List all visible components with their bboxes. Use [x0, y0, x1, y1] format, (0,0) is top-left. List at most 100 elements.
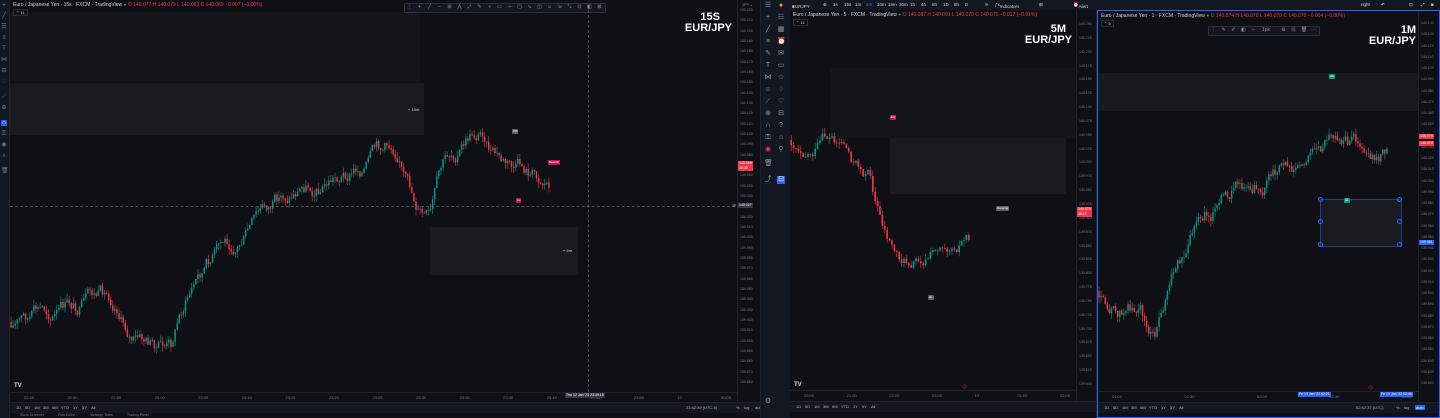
- lock-small-icon[interactable]: ⊡: [577, 4, 582, 10]
- middle-range-all[interactable]: All: [871, 404, 876, 409]
- fib-tool-icon[interactable]: ≡: [765, 38, 771, 45]
- right-chart-pane[interactable]: Euro / Japanese Yen · 1 · FXCM · Trading…: [1097, 10, 1440, 418]
- settings-bottom-icon[interactable]: ⚙: [764, 398, 772, 405]
- interval-8h[interactable]: 8h: [954, 2, 960, 7]
- interval-1s[interactable]: 1s: [833, 2, 838, 7]
- trash-tool-icon[interactable]: 🗑: [764, 160, 773, 167]
- left-5m-zone[interactable]: [430, 227, 578, 275]
- right-pencil-icon[interactable]: ✎: [1221, 27, 1226, 33]
- middle-range-6m[interactable]: 6M: [832, 404, 838, 409]
- left-range-ytd[interactable]: YTD: [61, 405, 69, 410]
- right-floating-toolbar[interactable]: ⋮ ✎ ✐ ◧ ─ 1px ⚙ ⊡ 🗑 ⋯: [1208, 26, 1320, 36]
- left-range-5d[interactable]: 5D: [25, 405, 31, 410]
- emoji-icon[interactable]: ☺: [547, 4, 553, 10]
- right-percent-toggle[interactable]: %: [1396, 405, 1400, 410]
- interval-1m[interactable]: 1m: [855, 2, 862, 7]
- crosshair-icon[interactable]: +: [2, 3, 6, 9]
- add-symbol-icon[interactable]: ⊕: [823, 2, 827, 7]
- chat-icon[interactable]: ✉: [778, 50, 784, 57]
- left-range-1d[interactable]: 1D: [16, 405, 22, 410]
- zoom-icon[interactable]: ⊕: [1, 105, 7, 111]
- right-range-1m[interactable]: 1M: [1122, 405, 1128, 410]
- alert-button[interactable]: ⏰ Alert: [1073, 2, 1088, 9]
- ruler-tool-icon[interactable]: ⟋: [765, 98, 771, 105]
- left-range-all[interactable]: All: [91, 405, 96, 410]
- zoom-in-icon[interactable]: ⌕: [2, 153, 6, 159]
- streams-icon[interactable]: ☆: [777, 74, 785, 81]
- notifications-icon[interactable]: ⌂: [778, 134, 784, 141]
- right-size-text[interactable]: 1px: [1261, 27, 1271, 33]
- patterns-tool-icon[interactable]: ⋈: [764, 74, 772, 81]
- middle-range-ytd[interactable]: YTD: [841, 404, 849, 409]
- interval-1h[interactable]: 1h: [910, 2, 916, 7]
- right-settings-icon[interactable]: ⚙: [1281, 27, 1286, 33]
- crosshair-tool-icon[interactable]: +: [765, 14, 771, 21]
- right-more-icon[interactable]: ⋯: [1311, 27, 1316, 33]
- middle-range-1y[interactable]: 1Y: [853, 404, 858, 409]
- right-delete-icon[interactable]: 🗑: [1301, 27, 1308, 33]
- right-price-axis[interactable]: 140.140 140.130 140.120 140.110 140.100 140.0…: [1418, 11, 1439, 403]
- left-settings-icon[interactable]: JPY⌄: [742, 2, 753, 7]
- middle-range-3m[interactable]: 3M: [823, 404, 829, 409]
- extend-icon[interactable]: ⤡: [567, 4, 572, 10]
- left-range-1m[interactable]: 1M: [34, 405, 40, 410]
- chart-tool-icon[interactable]: ⤴: [764, 176, 772, 183]
- right-range-3m[interactable]: 3M: [1131, 405, 1137, 410]
- magnet-tool-icon[interactable]: ∩: [765, 122, 771, 129]
- comment-icon[interactable]: ▢: [517, 4, 522, 10]
- middle-time-axis[interactable]: 20:00 21:00 22:00 23:00 13 01:00 02:00: [790, 390, 1076, 401]
- undo-icon[interactable]: ↶: [1381, 2, 1385, 7]
- arrow-icon[interactable]: ⇲: [557, 4, 562, 10]
- right-zone-handles[interactable]: [1318, 197, 1402, 247]
- middle-range-1d[interactable]: 1D: [796, 404, 802, 409]
- middle-chart-pane[interactable]: Euro / Japanese Yen · 5 · FXCM · Trading…: [790, 10, 1097, 418]
- right-lock-icon[interactable]: ⊡: [1291, 27, 1296, 33]
- trash-icon[interactable]: 🗑: [1, 168, 9, 174]
- pine-icon[interactable]: ♢: [777, 86, 785, 93]
- brush-icon[interactable]: ✎: [477, 4, 482, 10]
- left-floating-toolbar[interactable]: ⋮ + ╱ ─ ⊞ ⋀ ⤢ ✎ ⑂ ▭ ⊸ ▢ ↘ ◫ ☺ ⇲ ⤡ ⊡ ◧ ⊠: [404, 3, 606, 13]
- horizontal-lines-icon[interactable]: ☰: [1, 24, 7, 30]
- left-15m-zone[interactable]: [10, 83, 424, 135]
- tab-pine-editor[interactable]: Pine Editor: [58, 413, 76, 417]
- right-range-5y[interactable]: 5Y: [1170, 405, 1175, 410]
- callout-icon[interactable]: ◫: [537, 4, 542, 10]
- right-replay-icon[interactable]: ◎: [1368, 385, 1374, 391]
- ray-icon[interactable]: ↘: [527, 4, 532, 10]
- fork-icon[interactable]: ⑂: [487, 4, 491, 10]
- news-icon[interactable]: ⊟: [778, 110, 784, 117]
- left-range-3m[interactable]: 3M: [43, 405, 49, 410]
- trend-tool-icon[interactable]: ╱: [765, 26, 771, 33]
- camera-icon[interactable]: ◙: [1431, 2, 1434, 7]
- right-interval-badge[interactable]: ⌃ 5: [1101, 20, 1114, 27]
- drag-handle-icon[interactable]: ⋮: [407, 4, 412, 10]
- visibility-icon[interactable]: ◉: [1, 142, 7, 148]
- hotlist-icon[interactable]: ⊡: [777, 176, 785, 184]
- trendline-icon[interactable]: ╱: [2, 13, 6, 19]
- tab-strategy-tester[interactable]: Strategy Tester: [90, 413, 114, 417]
- right-color-icon[interactable]: ◧: [1241, 27, 1246, 33]
- middle-replay-icon[interactable]: ◎: [962, 384, 968, 390]
- left-percent-toggle[interactable]: %: [736, 405, 740, 410]
- middle-range-1m[interactable]: 1M: [814, 404, 820, 409]
- fullscreen-icon[interactable]: ⤢: [1421, 2, 1425, 7]
- hline-icon[interactable]: ─: [437, 4, 442, 10]
- layout-name[interactable]: right: [1361, 2, 1370, 7]
- left-interval-badge[interactable]: ⌃ 11: [13, 9, 28, 16]
- ideas-icon[interactable]: ▭: [777, 62, 785, 69]
- right-log-toggle[interactable]: log: [1404, 405, 1410, 410]
- emoji-tool-icon[interactable]: ☺: [764, 86, 772, 93]
- text-tool-icon[interactable]: T: [765, 62, 771, 69]
- right-auto-toggle[interactable]: auto: [1415, 405, 1425, 410]
- lock-icon[interactable]: ⚿: [1, 131, 7, 137]
- delete-small-icon[interactable]: ⊠: [597, 4, 602, 10]
- text-icon[interactable]: T: [2, 46, 6, 52]
- templates-icon[interactable]: ⊞: [1039, 2, 1043, 7]
- interval-4h[interactable]: 4h: [921, 2, 927, 7]
- left-add-alert-icon[interactable]: ⊕: [732, 203, 737, 209]
- measure-icon[interactable]: ⊟: [1, 68, 7, 74]
- pattern-icon[interactable]: ⋈: [1, 57, 7, 63]
- left-chart-pane[interactable]: + ╱ ☰ ≡ T ⋈ ⊟ ♡ ⟋ ⊕ ∩ ⚿ ◉ ⌕ 🗑 Euro / Jap…: [0, 0, 761, 418]
- magnet-icon[interactable]: ∩: [1, 120, 7, 126]
